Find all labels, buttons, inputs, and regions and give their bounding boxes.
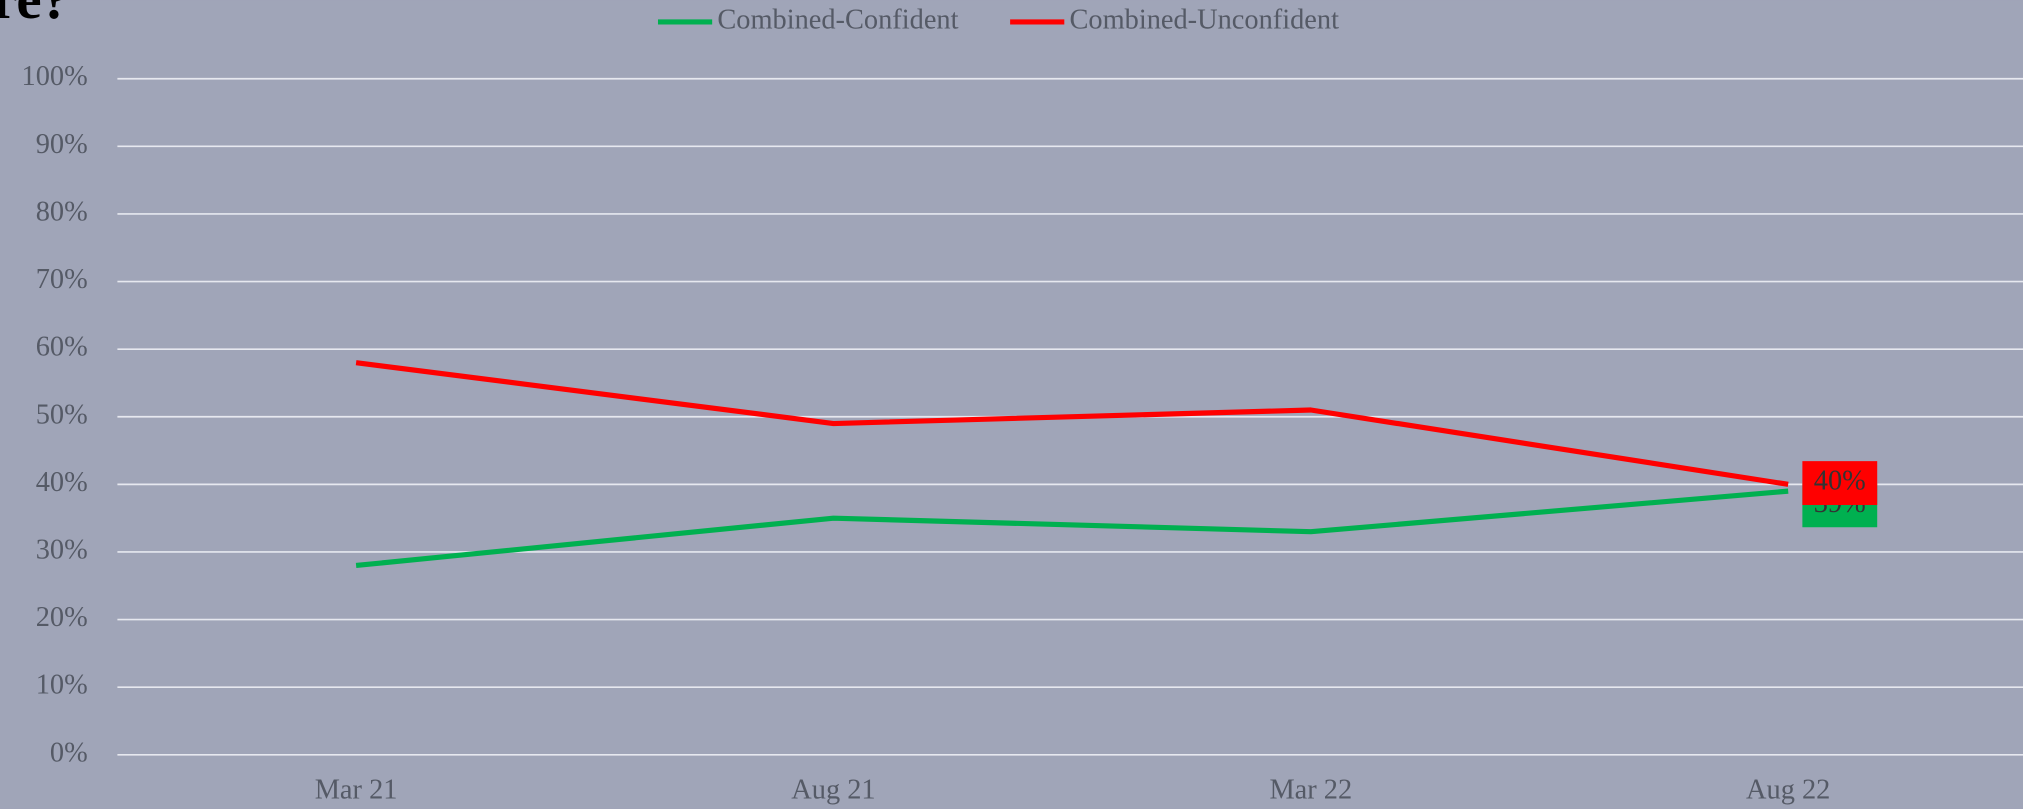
y-tick-label: 40% bbox=[36, 467, 88, 498]
x-tick-label: Mar 21 bbox=[315, 775, 398, 806]
y-tick-label: 70% bbox=[36, 264, 88, 295]
series-line bbox=[355, 488, 1789, 569]
data-label-box bbox=[1802, 461, 1878, 506]
y-tick-label: 60% bbox=[36, 332, 88, 363]
legend-label: Combined-Confident bbox=[717, 4, 958, 35]
series-line bbox=[355, 360, 1789, 487]
legend-label: Combined-Unconfident bbox=[1069, 4, 1339, 35]
x-tick-label: Aug 21 bbox=[791, 775, 875, 806]
y-tick-label: 80% bbox=[36, 196, 88, 227]
y-tick-label: 0% bbox=[50, 737, 88, 768]
x-tick-label: Aug 22 bbox=[1746, 775, 1830, 806]
x-tick-label: Mar 22 bbox=[1269, 775, 1352, 806]
y-tick-label: 10% bbox=[36, 670, 88, 701]
data-label: 40% bbox=[1814, 466, 1866, 497]
y-tick-label: 50% bbox=[36, 399, 88, 430]
y-tick-label: 20% bbox=[36, 602, 88, 633]
y-tick-label: 30% bbox=[36, 534, 88, 565]
chart-title: re? bbox=[0, 0, 70, 31]
y-tick-label: 90% bbox=[36, 129, 88, 160]
y-tick-label: 100% bbox=[22, 61, 88, 92]
